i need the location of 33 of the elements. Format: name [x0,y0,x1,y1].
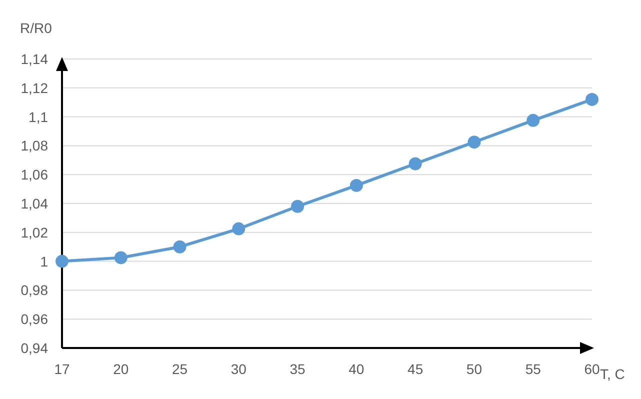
x-tick-label: 20 [113,360,129,377]
x-tick-label: 17 [54,360,70,377]
point [291,200,304,213]
y-tick-label: 1,02 [20,224,48,240]
y-tick-label: 1,1 [28,108,48,125]
y-tick-label: 1,04 [20,195,48,212]
y-axis-title: R/R0 [20,20,52,36]
y-tick-label: 1,12 [20,80,48,96]
x-tick-label: 35 [290,360,306,377]
point [408,157,422,170]
x-tick-label: 45 [408,360,424,377]
point [526,114,540,127]
y-tick-label: 1 [40,253,48,270]
x-tick-label: 30 [230,360,247,377]
point [114,251,128,264]
x-tick-label: 50 [466,360,482,377]
point [468,136,481,149]
x-tick-label: 25 [172,360,188,377]
point [56,254,68,268]
x-tick-label: 40 [348,360,364,377]
x-tick-label: 60 [584,360,600,377]
point [232,222,246,236]
x-tick-label: 55 [525,360,542,377]
y-tick-label: 0,96 [20,311,48,328]
y-tick-label: 1,06 [20,166,48,183]
y-tick-label: 1,14 [20,50,48,67]
y-tick-label: 1,08 [20,138,48,154]
point [350,178,363,192]
y-tick-label: 0,94 [20,340,48,356]
point [586,92,598,106]
y-tick-label: 0,98 [20,282,48,298]
x-axis-title: T, C [600,366,625,382]
point [173,240,186,254]
